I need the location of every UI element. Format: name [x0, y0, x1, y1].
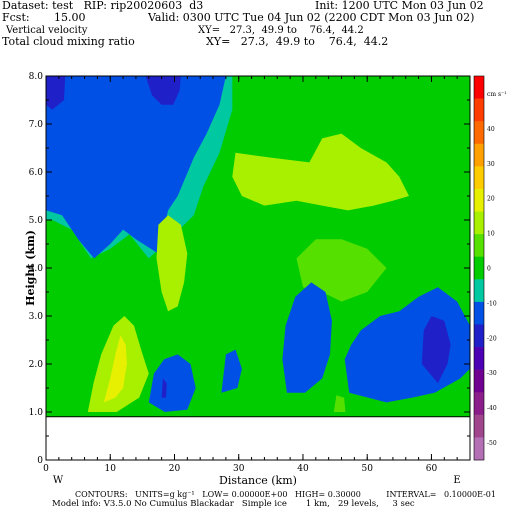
- color-bar-swatch: [474, 234, 484, 258]
- region-low-cell-1: [148, 354, 196, 412]
- color-bar: [473, 75, 485, 461]
- y-tick-label: 8.0: [29, 72, 44, 82]
- color-bar-swatch: [474, 301, 484, 325]
- y-tick-label: 6.0: [29, 168, 44, 178]
- x-tick-label: 50: [361, 464, 373, 474]
- y-tick-label: 4.0: [29, 264, 44, 274]
- color-bar-label: -30: [487, 370, 497, 377]
- color-bar-swatch: [474, 392, 484, 416]
- color-bar-label: 20: [487, 196, 495, 203]
- region-top-cell-strong: [145, 76, 181, 105]
- contour-regions: [46, 76, 470, 412]
- x-axis-label: Distance (km): [219, 474, 297, 487]
- contours-line: CONTOURS: UNITS=g kg⁻¹ LOW= 0.00000E+00 …: [75, 490, 496, 499]
- x-tick-label: 20: [169, 464, 181, 474]
- dataset-line: Dataset: test RIP: rip20020603 d3: [2, 0, 204, 12]
- color-bar-swatch: [474, 188, 484, 212]
- region-mid-center-cell: [282, 282, 332, 393]
- color-bar-label: 0: [487, 266, 491, 273]
- valid-line: Valid: 0300 UTC Tue 04 Jun 02 (2200 CDT …: [148, 11, 475, 24]
- color-bar-swatch: [474, 369, 484, 393]
- endpoint-right-label: E: [453, 475, 460, 486]
- region-top-band-strong: [46, 76, 66, 110]
- color-bar-swatch: [474, 414, 484, 438]
- region-tiny-bottom-cell: [333, 395, 346, 412]
- region-mid-right-light: [296, 239, 387, 302]
- color-bar-swatch: [474, 143, 484, 167]
- color-bar-swatch: [474, 437, 484, 461]
- field2-xy: XY= 27.3, 49.9 to 76.4, 44.2: [206, 35, 389, 48]
- y-tick-label: 1.0: [29, 408, 44, 418]
- field1-name: Vertical velocity: [6, 25, 88, 36]
- y-tick-label: 5.0: [29, 216, 44, 226]
- color-bar-label: 40: [487, 126, 495, 133]
- y-axis-ticks: 0 1.0 2.0 3.0 4.0 5.0 6.0 7.0 8.0: [29, 72, 470, 466]
- color-bar-label: -10: [487, 300, 497, 307]
- color-bar-label: cm s⁻¹: [487, 91, 507, 98]
- region-upper-left-updraft-core: [46, 76, 226, 259]
- y-tick-label: 3.0: [29, 312, 44, 322]
- color-bar-swatch: [474, 347, 484, 370]
- region-low-left-cloud-core: [103, 335, 127, 403]
- color-bar-swatch: [474, 279, 484, 303]
- region-mid-center-cloud-a: [156, 215, 188, 312]
- color-bar-label: -50: [487, 440, 497, 447]
- terrain-ground: [46, 416, 470, 460]
- color-bar-frame: [473, 75, 485, 461]
- color-bar-swatch: [474, 256, 484, 280]
- region-right-cell-core: [421, 316, 451, 384]
- y-axis-label: Height (km): [24, 230, 37, 306]
- x-tick-label: 10: [105, 464, 117, 474]
- init-line: Init: 1200 UTC Mon 03 Jun 02: [315, 0, 484, 12]
- region-low-cell-2: [221, 349, 242, 393]
- x-tick-label: 60: [426, 464, 438, 474]
- color-bar-label: -40: [487, 405, 497, 412]
- field1-xy: XY= 27.3, 49.9 to 76.4, 44.2: [198, 25, 364, 36]
- region-mid-right-cloud: [232, 133, 409, 211]
- x-axis-ticks: 0 10 20 30 40 50 60: [43, 76, 458, 474]
- color-bar-swatch: [474, 211, 484, 235]
- y-tick-label: 7.0: [29, 120, 44, 130]
- x-tick-label: 40: [297, 464, 309, 474]
- model-info-line: Model info: V3.5.0 No Cumulus Blackadar …: [52, 499, 415, 509]
- region-low-cell-1-core: [161, 378, 167, 398]
- color-bar-swatch: [474, 121, 484, 145]
- color-bar-swatch: [474, 166, 484, 190]
- field2-name: Total cloud mixing ratio: [2, 35, 135, 48]
- color-bar-labels: cm s⁻¹ 40 30 20 10 0 -10 -20 -30 -40 -50: [487, 91, 507, 447]
- color-bar-swatch: [474, 76, 484, 99]
- color-bar-label: -20: [487, 335, 497, 342]
- color-bar-label: 30: [487, 161, 495, 168]
- x-tick-label: 0: [43, 464, 49, 474]
- color-bar-swatch: [474, 324, 484, 348]
- x-tick-label: 30: [233, 464, 245, 474]
- fcst-line: Fcst: 15.00: [2, 11, 86, 24]
- endpoint-left-label: W: [53, 475, 64, 486]
- color-bar-label: 10: [487, 231, 495, 238]
- color-bar-swatch: [474, 98, 484, 122]
- y-tick-label: 2.0: [29, 360, 44, 370]
- y-tick-label: 0: [37, 456, 43, 466]
